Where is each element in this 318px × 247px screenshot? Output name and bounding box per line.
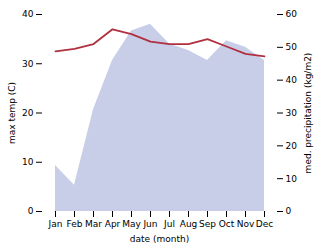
svg-text:med. precipitation (kg/m2): med. precipitation (kg/m2) <box>303 53 313 174</box>
svg-text:40: 40 <box>286 75 298 85</box>
svg-text:Feb: Feb <box>67 219 83 229</box>
svg-text:10: 10 <box>22 157 34 167</box>
svg-text:0: 0 <box>28 206 34 216</box>
svg-text:Dec: Dec <box>256 219 273 229</box>
svg-text:Mar: Mar <box>85 219 102 229</box>
svg-text:50: 50 <box>286 42 298 52</box>
svg-text:20: 20 <box>286 141 298 151</box>
svg-text:Jan: Jan <box>48 219 63 229</box>
svg-text:Oct: Oct <box>219 219 235 229</box>
svg-text:10: 10 <box>286 174 298 184</box>
svg-text:date (month): date (month) <box>130 234 189 244</box>
svg-text:Apr: Apr <box>105 219 121 229</box>
svg-text:May: May <box>122 219 141 229</box>
svg-text:40: 40 <box>22 9 34 19</box>
svg-text:30: 30 <box>22 59 34 69</box>
svg-text:Jun: Jun <box>142 219 157 229</box>
svg-text:0: 0 <box>286 206 292 216</box>
svg-text:60: 60 <box>286 9 298 19</box>
svg-text:Sep: Sep <box>199 219 216 229</box>
svg-text:max temp (C): max temp (C) <box>7 82 17 144</box>
svg-text:20: 20 <box>22 108 34 118</box>
svg-text:30: 30 <box>286 108 298 118</box>
svg-text:Jul: Jul <box>163 219 175 229</box>
svg-text:Aug: Aug <box>180 219 198 229</box>
svg-text:Nov: Nov <box>237 219 255 229</box>
